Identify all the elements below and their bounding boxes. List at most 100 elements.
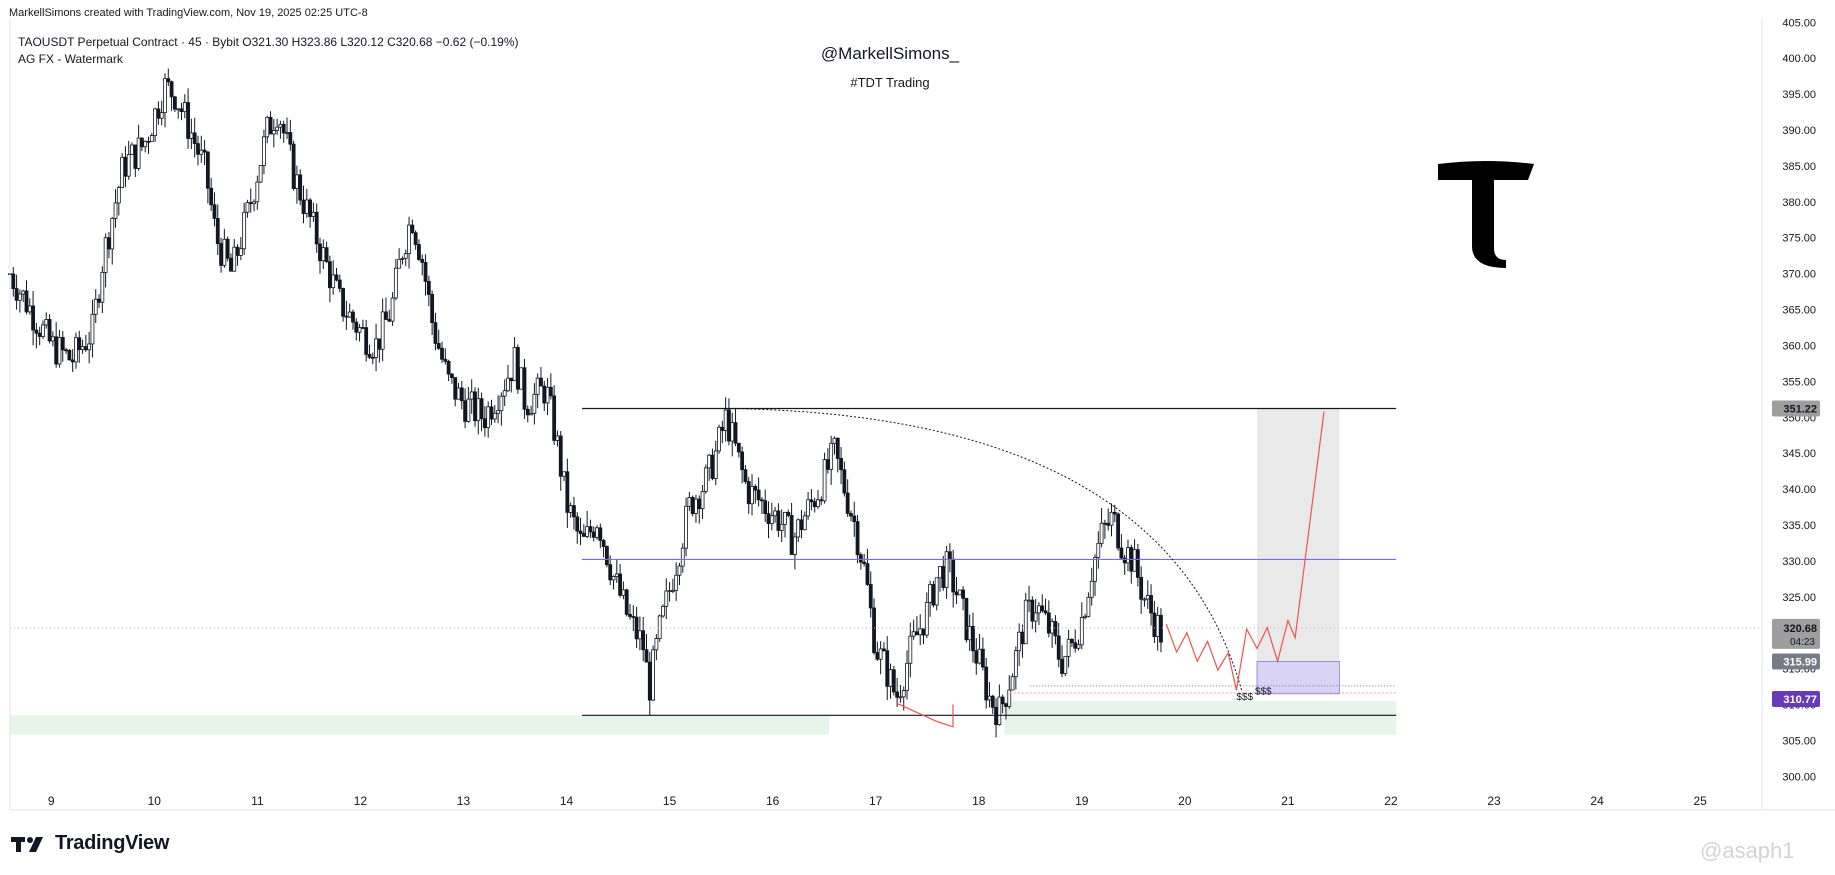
candle-body: [674, 574, 679, 591]
candle-body: [832, 437, 837, 444]
candle-body: [248, 202, 253, 205]
candle-body: [182, 102, 187, 113]
candle-body: [921, 628, 926, 636]
candle-body: [278, 123, 283, 128]
candle-body: [1013, 650, 1018, 678]
candle-body: [314, 211, 319, 245]
candle-body: [126, 154, 131, 177]
candle-body: [895, 691, 900, 698]
candle-body: [1037, 605, 1041, 614]
candle-body: [27, 305, 32, 313]
candle-body: [179, 108, 184, 113]
candle-body: [1079, 617, 1084, 646]
candle-body: [980, 648, 985, 668]
candle-body: [928, 584, 933, 603]
candle-body: [1007, 689, 1012, 707]
candle-body: [819, 499, 824, 502]
x-tick-label: 25: [1693, 794, 1707, 808]
watermark-tag: #TDT Trading: [850, 75, 930, 90]
candle-body: [687, 497, 692, 507]
candle-body: [93, 298, 98, 315]
candle-body: [397, 258, 402, 269]
candle-body: [304, 199, 309, 214]
chart-legend: TAOUSDT Perpetual Contract · 45 · Bybit …: [18, 34, 519, 68]
candle-body: [110, 218, 115, 250]
candle-body: [835, 437, 840, 459]
symbol-ohlc[interactable]: TAOUSDT Perpetual Contract · 45 · Bybit …: [18, 35, 519, 49]
candle-body: [657, 615, 662, 639]
candle-body: [924, 602, 929, 636]
candle-body: [351, 311, 355, 323]
candle-body: [568, 505, 573, 513]
x-tick-label: 17: [869, 794, 883, 808]
candle-body: [1119, 547, 1124, 559]
y-tick-label: 395.00: [1782, 89, 1816, 101]
tradingview-brand[interactable]: TradingView: [11, 832, 169, 855]
candle-body: [146, 140, 151, 143]
image-credit: @asaph1: [1700, 838, 1795, 863]
candle-body: [555, 435, 560, 441]
candle-body: [796, 519, 801, 538]
candle-body: [331, 274, 336, 289]
candle-body: [113, 202, 118, 219]
candle-body: [1106, 522, 1111, 526]
indicator-name[interactable]: AG FX - Watermark: [18, 52, 123, 66]
candle-body: [651, 649, 655, 701]
x-tick-label: 10: [148, 794, 162, 808]
candle-body: [271, 130, 276, 135]
candle-body: [103, 237, 108, 273]
candle-body: [628, 613, 632, 617]
candle-body: [1142, 598, 1147, 601]
candle-body: [598, 527, 603, 541]
candle-body: [572, 505, 576, 518]
candle-body: [1099, 522, 1104, 544]
candle-body: [24, 290, 29, 313]
x-tick-label: 11: [251, 794, 264, 808]
candle-body: [829, 442, 834, 470]
candle-body: [499, 395, 504, 412]
candle-body: [360, 327, 365, 329]
box-top-price-label-bg: [1772, 653, 1820, 670]
candle-body: [440, 347, 444, 360]
x-tick-label: 14: [560, 794, 574, 808]
candle-body: [202, 149, 207, 153]
candle-body: [799, 519, 804, 531]
candle-body: [67, 349, 72, 361]
candle-body: [1046, 612, 1051, 634]
y-tick-label: 380.00: [1782, 197, 1816, 209]
range-high-price-label-bg: [1772, 400, 1820, 417]
y-tick-label: 365.00: [1782, 305, 1816, 317]
candle-body: [918, 628, 923, 636]
candle-body: [680, 547, 685, 567]
candle-body: [760, 499, 764, 502]
candle-body: [21, 290, 26, 295]
candle-body: [1102, 522, 1107, 525]
candle-body: [486, 406, 491, 429]
box-top-price-label[interactable]: 315.99: [1783, 657, 1817, 669]
x-tick-label: 12: [354, 794, 368, 808]
projection-path[interactable]: [1165, 411, 1325, 691]
target-price-label[interactable]: 310.77: [1783, 694, 1817, 706]
candle-body: [107, 237, 111, 250]
range-high-price-label[interactable]: 351.22: [1783, 404, 1817, 416]
candle-body: [288, 132, 293, 145]
candle-body: [641, 630, 646, 651]
candle-body: [238, 248, 243, 256]
candle-body: [944, 551, 949, 588]
candle-body: [1070, 638, 1074, 644]
tdt-logo-icon: [1438, 161, 1534, 268]
candle-body: [291, 143, 296, 189]
curve-guide: [726, 408, 1243, 691]
current-price-label[interactable]: 320.68: [1783, 623, 1817, 635]
candle-body: [605, 546, 609, 566]
candle-body: [275, 126, 280, 131]
candle-body: [393, 267, 398, 299]
candle-body: [407, 224, 411, 255]
candle-body: [611, 576, 616, 581]
candle-body: [212, 204, 217, 219]
candle-body: [321, 247, 326, 262]
y-tick-label: 335.00: [1782, 520, 1816, 532]
candle-body: [773, 510, 778, 517]
y-tick-label: 300.00: [1782, 771, 1816, 783]
